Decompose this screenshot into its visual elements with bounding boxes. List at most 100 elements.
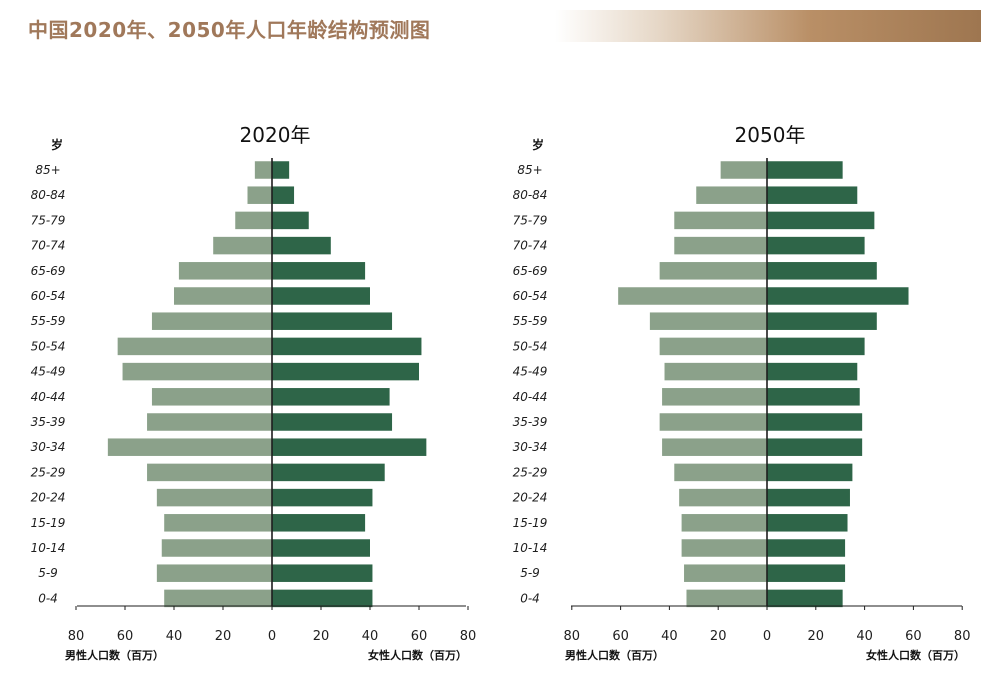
title-decoration-bar	[555, 10, 981, 42]
female-bar	[767, 211, 875, 230]
x-tick-label: 0	[763, 629, 771, 644]
female-bar	[767, 312, 877, 330]
x-tick-label: 60	[612, 629, 629, 644]
age-group-label: 50-54	[513, 339, 548, 353]
age-group-label: 15-19	[513, 516, 548, 530]
female-bar	[272, 438, 427, 456]
male-bar	[662, 388, 767, 406]
female-bar	[767, 236, 865, 255]
age-group-label: 75-79	[31, 213, 66, 227]
x-tick-label: 20	[215, 629, 232, 644]
female-bar	[272, 186, 295, 204]
male-bar	[696, 186, 767, 204]
male-bar	[674, 211, 767, 230]
female-bar	[767, 337, 865, 356]
female-bar	[767, 463, 853, 482]
age-group-label: 35-39	[513, 415, 548, 429]
male-axis-caption: 男性人口数（百万）	[65, 648, 164, 662]
x-tick-label: 80	[564, 629, 581, 644]
female-bar	[272, 287, 370, 305]
male-bar	[674, 236, 767, 255]
female-bar	[272, 262, 366, 280]
age-group-label: 45-49	[31, 365, 66, 379]
x-tick-label: 20	[808, 629, 825, 644]
male-bar	[147, 413, 272, 431]
male-bar	[686, 589, 767, 608]
male-bar	[649, 312, 767, 330]
age-group-label: 20-24	[31, 491, 66, 505]
male-bar	[235, 211, 272, 230]
female-bar	[767, 539, 846, 557]
age-group-label: 70-74	[31, 239, 66, 253]
x-tick-label: 0	[268, 629, 276, 644]
age-group-label: 35-39	[31, 415, 66, 429]
male-bar	[161, 539, 272, 557]
x-tick-label: 40	[362, 629, 379, 644]
age-group-label: 80-84	[31, 188, 66, 202]
age-group-label: 55-59	[513, 314, 548, 328]
male-bar	[151, 388, 272, 406]
female-bar	[272, 236, 331, 255]
age-group-label: 10-14	[513, 541, 548, 555]
male-bar	[156, 488, 272, 507]
female-bar	[272, 564, 373, 582]
x-tick-label: 20	[313, 629, 330, 644]
male-bar	[659, 413, 767, 431]
age-group-label: 15-19	[31, 516, 66, 530]
male-bar	[213, 236, 272, 255]
male-bar	[618, 287, 767, 305]
male-bar	[681, 539, 767, 557]
x-tick-label: 80	[68, 629, 85, 644]
male-bar	[174, 287, 272, 305]
x-tick-label: 80	[460, 629, 477, 644]
female-bar	[272, 362, 419, 381]
age-group-label: 40-44	[31, 390, 66, 404]
female-bar	[272, 589, 373, 608]
female-bar	[767, 262, 877, 280]
male-bar	[662, 438, 767, 456]
female-bar	[767, 564, 846, 582]
female-bar	[272, 312, 393, 330]
male-bar	[117, 337, 273, 356]
female-bar	[272, 337, 422, 356]
male-bar	[107, 438, 272, 456]
age-group-label: 0-4	[38, 591, 58, 605]
age-group-label: 85+	[517, 163, 542, 177]
x-tick-label: 60	[905, 629, 922, 644]
age-group-label: 25-29	[513, 465, 548, 479]
female-bar	[272, 413, 393, 431]
female-bar	[272, 514, 366, 532]
age-group-label: 0-4	[520, 591, 540, 605]
age-unit-label: 岁	[51, 137, 63, 152]
female-axis-caption: 女性人口数（百万）	[368, 648, 467, 662]
male-axis-caption: 男性人口数（百万）	[565, 648, 664, 662]
female-bar	[767, 413, 863, 431]
age-group-label: 5-9	[38, 566, 58, 580]
male-bar	[178, 262, 272, 280]
male-bar	[122, 362, 272, 381]
female-axis-caption: 女性人口数（百万）	[866, 648, 965, 662]
age-group-label: 80-84	[513, 188, 548, 202]
x-tick-label: 40	[661, 629, 678, 644]
male-bar	[684, 564, 767, 582]
age-group-label: 10-14	[31, 541, 66, 555]
age-group-label: 65-69	[31, 264, 66, 278]
age-group-label: 30-34	[31, 440, 66, 454]
panel-title: 2020年	[240, 123, 311, 147]
male-bar	[151, 312, 272, 330]
male-bar	[681, 514, 767, 532]
male-bar	[147, 463, 272, 482]
female-bar	[767, 589, 843, 608]
age-group-label: 25-29	[31, 465, 66, 479]
age-group-label: 55-59	[31, 314, 66, 328]
male-bar	[679, 488, 767, 507]
female-bar	[767, 488, 850, 507]
male-bar	[247, 186, 272, 204]
age-group-label: 40-44	[513, 390, 548, 404]
female-bar	[767, 161, 843, 179]
age-group-label: 45-49	[513, 365, 548, 379]
female-bar	[272, 488, 373, 507]
male-bar	[659, 262, 767, 280]
x-tick-label: 60	[117, 629, 134, 644]
